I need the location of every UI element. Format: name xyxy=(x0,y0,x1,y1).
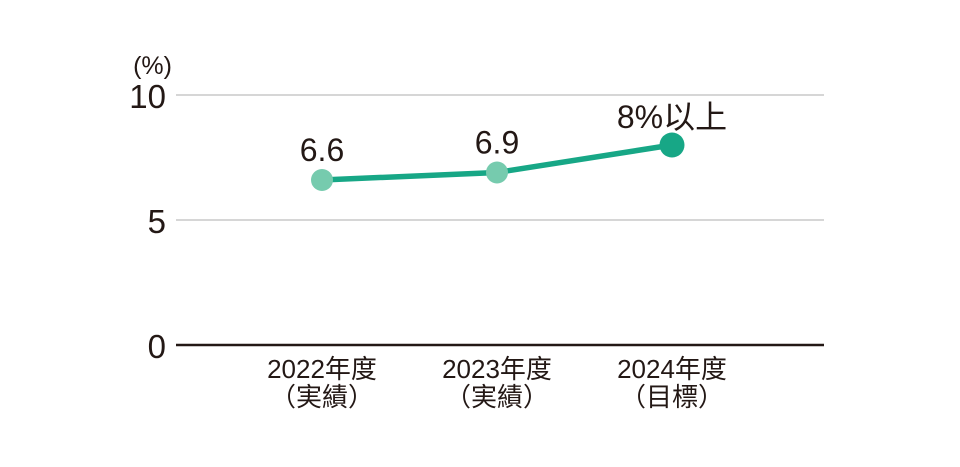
x-category-label-0: 2022年度（実績） xyxy=(267,354,377,412)
x-category-label-1: 2023年度（実績） xyxy=(442,354,552,412)
data-point-marker-2 xyxy=(659,132,685,158)
data-point-label-0: 6.6 xyxy=(300,132,344,168)
data-point-label-2: 8%以上 xyxy=(617,99,727,135)
x-category-label-2: 2024年度（目標） xyxy=(617,354,727,412)
data-point-marker-0 xyxy=(311,169,333,191)
y-tick-label-0: 0 xyxy=(148,328,166,365)
y-axis-unit-label: (%) xyxy=(133,52,172,80)
data-point-label-1: 6.9 xyxy=(475,125,519,161)
y-tick-label-10: 10 xyxy=(129,78,166,115)
y-tick-label-5: 5 xyxy=(148,203,166,240)
data-point-marker-1 xyxy=(486,161,508,184)
